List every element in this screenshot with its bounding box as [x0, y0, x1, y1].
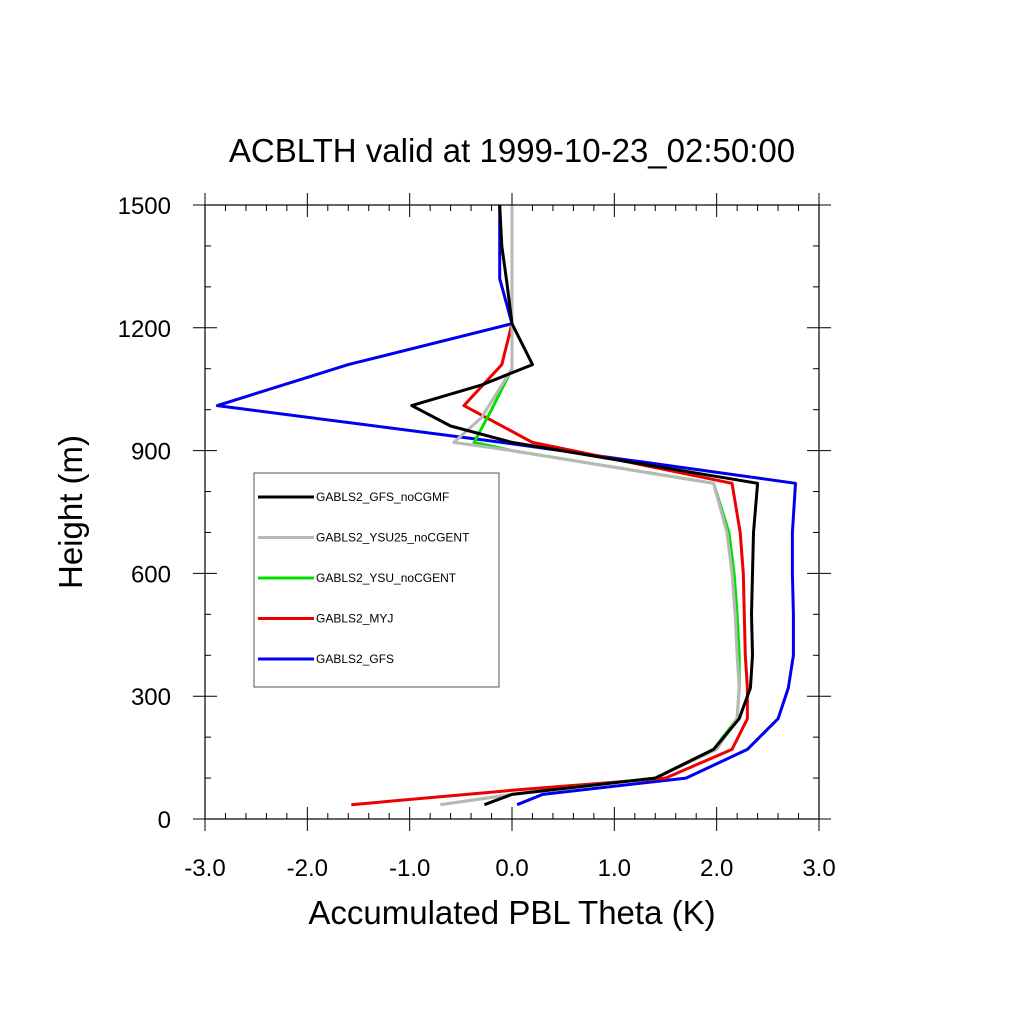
x-tick-label: 2.0 [700, 855, 733, 882]
x-axis-label: Accumulated PBL Theta (K) [308, 894, 715, 931]
x-tick-label: -2.0 [287, 855, 328, 882]
legend: GABLS2_GFS_noCGMF GABLS2_YSU25_noCGENT GAB… [253, 472, 500, 688]
chart-title: ACBLTH valid at 1999-10-23_02:50:00 [229, 132, 795, 169]
legend-box [253, 472, 500, 688]
x-tick-label: 0.0 [495, 855, 528, 882]
y-tick-label: 0 [158, 807, 171, 834]
legend-label: GABLS2_MYJ [316, 612, 393, 626]
y-axis-label: Height (m) [52, 435, 89, 589]
x-tick-label: -3.0 [184, 855, 225, 882]
plot-frame [204, 204, 820, 820]
legend-label: GABLS2_GFS [316, 652, 394, 666]
y-tick-label: 300 [131, 684, 171, 711]
y-tick-label: 900 [131, 439, 171, 466]
series-line-GABLS2_GFS_noCGMF [410, 204, 760, 807]
legend-label: GABLS2_YSU_noCGENT [316, 571, 457, 585]
legend-label: GABLS2_YSU25_noCGENT [316, 531, 470, 545]
legend-label: GABLS2_GFS_noCGMF [316, 490, 449, 504]
y-tick-label: 600 [131, 561, 171, 588]
y-tick-label: 1500 [118, 193, 171, 220]
series-layer [215, 204, 797, 807]
x-tick-label: 1.0 [598, 855, 631, 882]
x-tick-label: 3.0 [802, 855, 835, 882]
y-tick-label: 1200 [118, 316, 171, 343]
x-tick-label: -1.0 [389, 855, 430, 882]
tick-labels: -3.0 -2.0 -1.0 0.0 1.0 2.0 3.0 0 300 600 900 1200 15… [118, 193, 836, 882]
